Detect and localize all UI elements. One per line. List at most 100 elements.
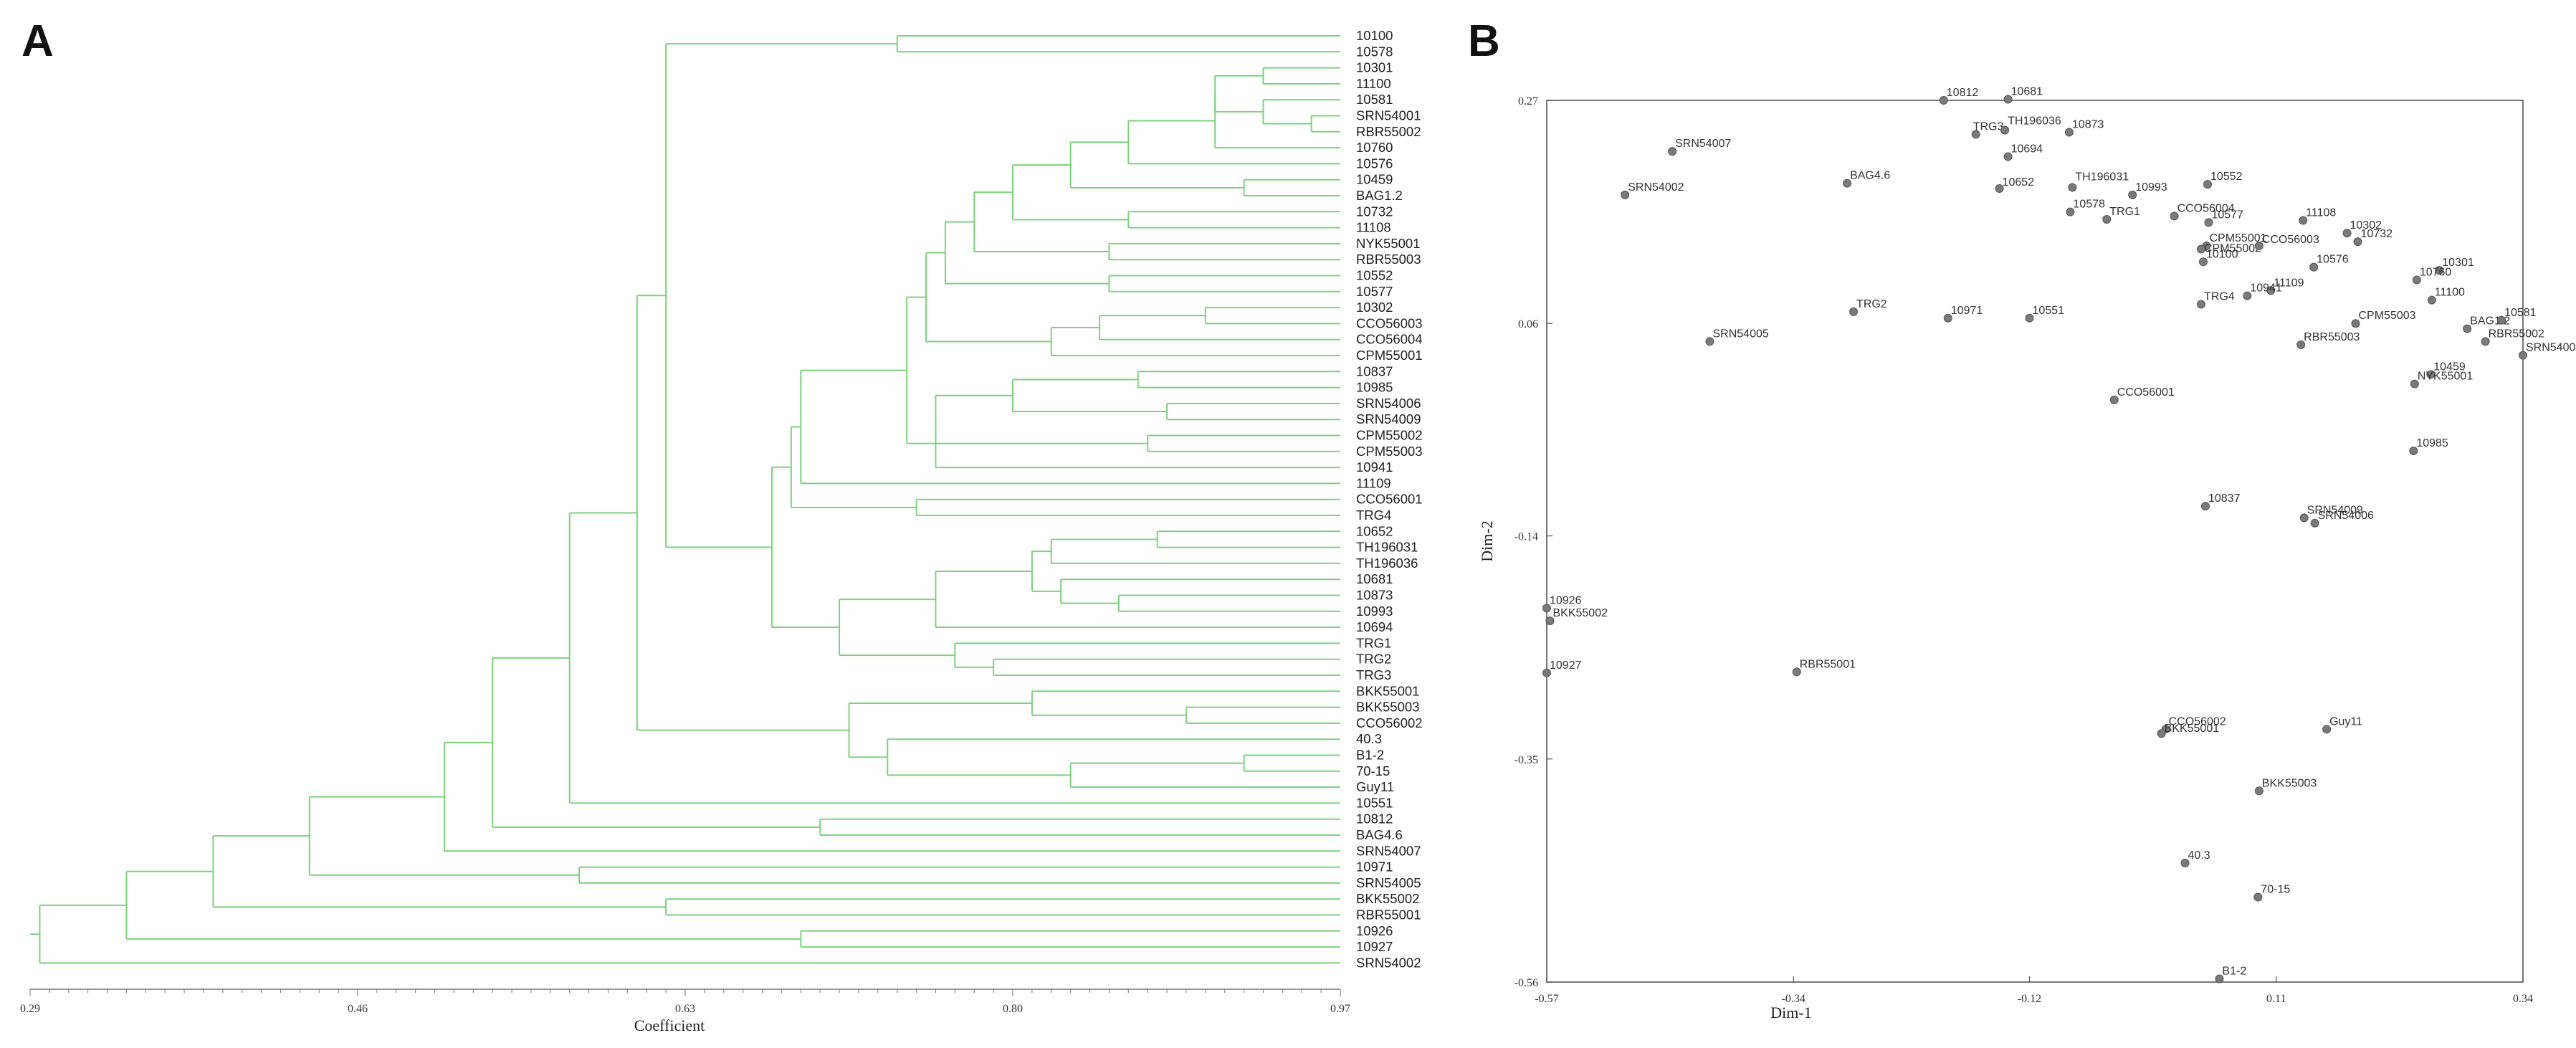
data-point [1792, 667, 1801, 677]
leaf-label: 10993 [1356, 604, 1393, 619]
data-point [1542, 668, 1551, 677]
point-label: 10927 [1550, 659, 1582, 672]
data-point [2180, 859, 2190, 868]
leaf-label: BKK55003 [1356, 700, 1419, 715]
point-label: 70-15 [2261, 883, 2290, 895]
point-label: BAG4.6 [1850, 170, 1890, 182]
data-point [1943, 313, 1952, 323]
data-point [2196, 300, 2205, 309]
data-point [1849, 307, 1859, 316]
data-point [1545, 616, 1555, 626]
point-label: 10301 [2442, 257, 2474, 269]
point-label: CCO56004 [2177, 203, 2235, 215]
data-point [2128, 190, 2137, 199]
point-label: B1-2 [2222, 966, 2246, 978]
point-label: RBR55003 [2304, 331, 2360, 343]
y-tick-label: -0.14 [1514, 531, 1538, 543]
data-point [2000, 125, 2010, 135]
data-point [2068, 183, 2077, 192]
point-label: SRN54005 [1712, 328, 1768, 340]
data-point [2066, 207, 2075, 216]
panel-b-letter: B [1468, 16, 1500, 66]
leaf-label: 40.3 [1356, 731, 1382, 746]
point-label: 10837 [2208, 492, 2241, 505]
data-point [2409, 447, 2418, 456]
point-label: NYK55001 [2418, 371, 2473, 383]
leaf-label: BAG4.6 [1356, 827, 1403, 842]
data-point [2266, 286, 2276, 295]
point-label: Guy11 [2329, 715, 2362, 728]
point-label: 10459 [2433, 361, 2466, 373]
leaf-label: Guy11 [1356, 779, 1394, 794]
data-point [1705, 337, 1714, 346]
data-point [2426, 370, 2436, 379]
leaf-label: 10578 [1356, 44, 1393, 59]
point-label: 10302 [2350, 219, 2382, 232]
panel-a-letter: A [22, 16, 54, 66]
leaf-label: RBR55003 [1356, 252, 1421, 267]
x-tick-label: -0.57 [1535, 993, 1558, 1005]
point-label: 10552 [2210, 171, 2243, 183]
point-label: 10694 [2011, 143, 2043, 156]
data-point [1621, 190, 1630, 199]
point-label: TRG1 [2109, 206, 2140, 218]
plot-frame [1546, 100, 2524, 983]
data-point [2299, 216, 2308, 225]
point-label: 10971 [1951, 305, 1983, 317]
y-tick-label: -0.35 [1514, 754, 1538, 766]
data-point [2519, 351, 2527, 360]
leaf-label: 10926 [1356, 923, 1393, 938]
leaf-label: BAG1.2 [1356, 188, 1403, 203]
data-point [2064, 128, 2074, 137]
point-label: TRG2 [1856, 298, 1887, 310]
point-label: 10576 [2317, 254, 2349, 266]
leaf-label: 10581 [1356, 92, 1393, 107]
leaf-label: 70-15 [1356, 763, 1390, 778]
x-tick-label: 0.34 [2513, 993, 2533, 1005]
leaf-label: B1-2 [1356, 748, 1384, 763]
x-axis-title: Coefficient [634, 1016, 705, 1034]
leaf-label: SRN54009 [1356, 411, 1421, 427]
data-point [2196, 244, 2205, 254]
point-label: CCO56003 [2262, 234, 2319, 246]
point-label: TRG3 [1973, 120, 2004, 133]
x-tick-label: 0.11 [2266, 993, 2286, 1005]
data-point [2109, 395, 2119, 404]
leaf-label: RBR55001 [1356, 908, 1421, 923]
leaf-label: CCO56003 [1356, 315, 1423, 330]
leaf-label: 10694 [1356, 619, 1393, 634]
point-label: SRN54009 [2307, 504, 2363, 516]
data-point [1971, 130, 1980, 139]
point-label: BKK55001 [2165, 723, 2220, 735]
point-label: 10941 [2250, 282, 2282, 295]
x-tick-label: -0.12 [2018, 993, 2041, 1005]
data-point [2157, 729, 2166, 738]
data-point [2412, 275, 2421, 285]
leaf-label: 10577 [1356, 284, 1393, 299]
data-point [2254, 786, 2263, 796]
y-axis-title: Dim-2 [1478, 520, 1496, 561]
point-label: 10578 [2073, 199, 2105, 211]
leaf-label: SRN54001 [1356, 108, 1421, 123]
leaf-label: 10837 [1356, 363, 1393, 378]
point-label: 11109 [2274, 277, 2304, 289]
point-label: BKK55003 [2262, 777, 2317, 789]
point-label: RBR55001 [1800, 658, 1856, 670]
point-label: CPM55002 [2204, 242, 2261, 254]
leaf-label: 10812 [1356, 811, 1393, 827]
point-label: SRN54001 [2526, 342, 2576, 354]
data-point [2463, 324, 2472, 333]
point-label: 10551 [2033, 305, 2065, 317]
leaf-label: CPM55003 [1356, 444, 1423, 459]
y-tick-label: -0.56 [1514, 977, 1538, 989]
data-point [2310, 518, 2319, 528]
data-point [2215, 974, 2224, 983]
point-label: 10577 [2211, 209, 2243, 221]
x-tick-label: 0.46 [348, 1003, 368, 1015]
data-point [2203, 180, 2212, 189]
x-axis-title: Dim-1 [1770, 1004, 1811, 1021]
leaf-label: RBR55002 [1356, 124, 1421, 139]
data-point [2497, 315, 2506, 325]
leaf-label: 10576 [1356, 156, 1393, 171]
